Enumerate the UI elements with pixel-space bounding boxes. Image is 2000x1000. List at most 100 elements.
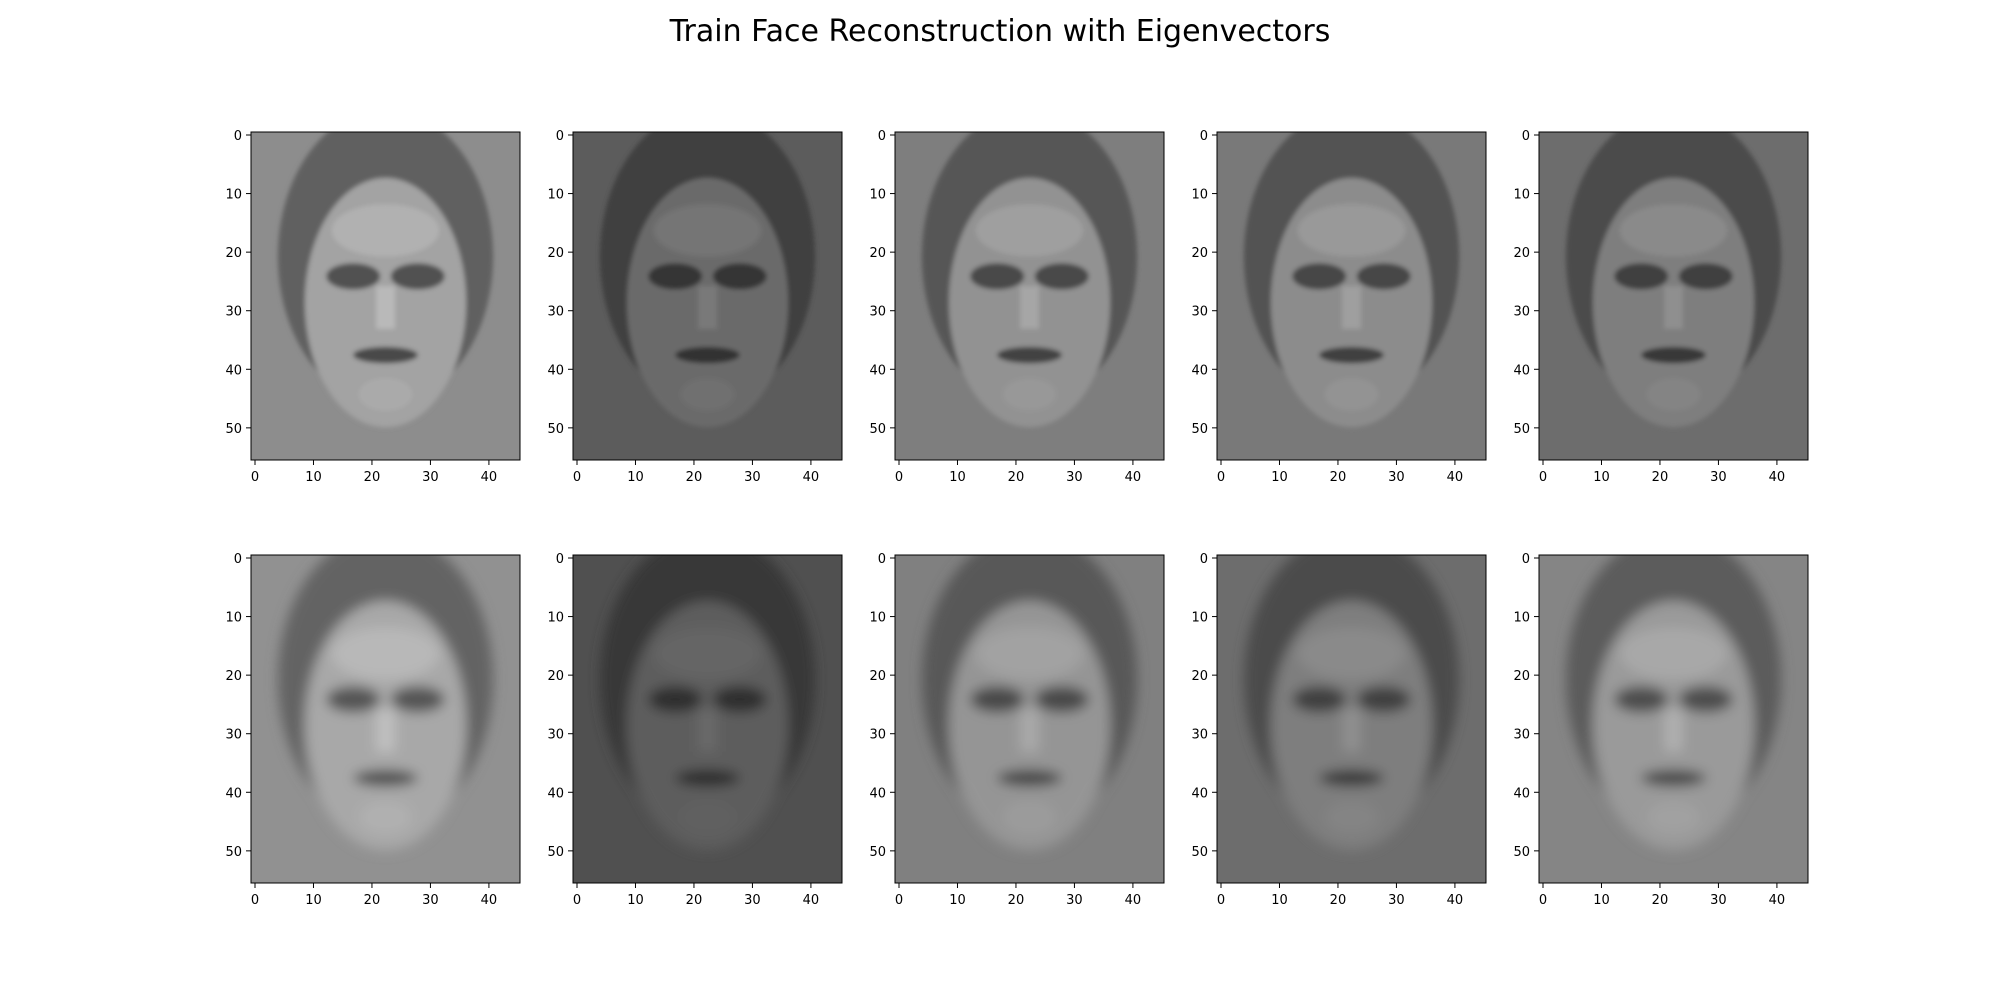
- x-tick-label: 20: [1008, 470, 1025, 485]
- y-tick-label: 0: [556, 552, 564, 567]
- face-right-eye: [1034, 263, 1089, 290]
- face-image: [1217, 132, 1486, 460]
- face-nose: [1664, 709, 1683, 752]
- x-tick-label: 20: [1652, 893, 1669, 908]
- face-forehead: [1619, 204, 1728, 257]
- x-tick-label: 0: [1217, 470, 1225, 485]
- y-tick-label: 40: [1191, 363, 1208, 378]
- y-tick-label: 50: [547, 422, 564, 437]
- face-panel-reconstruction-5: 0 10 20 30 40 0 10 20 30 40 50: [1513, 552, 1809, 908]
- face-right-eye: [390, 263, 445, 290]
- face-mouth: [353, 769, 418, 787]
- axes-frame: [1216, 131, 1487, 461]
- x-tick-label: 20: [364, 470, 381, 485]
- x-tick-label: 30: [1710, 893, 1727, 908]
- face-panel-reconstruction-4: 0 10 20 30 40 0 10 20 30 40 50: [1191, 552, 1487, 908]
- axes-frame: [572, 131, 843, 461]
- y-tick-label: 0: [1200, 552, 1208, 567]
- y-tick-label: 30: [1191, 305, 1208, 320]
- y-tick-label: 30: [547, 305, 564, 320]
- x-tick-label: 20: [1330, 470, 1347, 485]
- x-tick-label: 30: [1066, 470, 1083, 485]
- face-mouth: [1319, 769, 1384, 787]
- x-tick-label: 30: [1388, 470, 1405, 485]
- face-panel-original-1: 0 10 20 30 40 0 10 20 30 40 50: [225, 129, 521, 485]
- x-tick-label: 30: [1066, 893, 1083, 908]
- face-panel-original-2: 0 10 20 30 40 0 10 20 30 40 50: [547, 129, 843, 485]
- y-tick-label: 20: [869, 246, 886, 261]
- x-tick-label: 20: [1330, 893, 1347, 908]
- y-tick-label: 0: [1522, 129, 1530, 144]
- x-tick-label: 40: [1447, 893, 1464, 908]
- face-left-eye: [648, 263, 703, 290]
- y-tick-label: 10: [547, 611, 564, 626]
- y-tick-label: 30: [547, 728, 564, 743]
- y-tick-label: 10: [1513, 188, 1530, 203]
- face-right-eye: [1678, 263, 1733, 290]
- face-right-eye: [712, 686, 767, 713]
- y-tick-label: 20: [547, 669, 564, 684]
- y-tick-label: 40: [225, 786, 242, 801]
- face-panel-original-3: 0 10 20 30 40 0 10 20 30 40 50: [869, 129, 1165, 485]
- axes-frame: [894, 554, 1165, 884]
- x-tick-label: 0: [1539, 893, 1547, 908]
- x-tick-label: 0: [895, 470, 903, 485]
- y-tick-label: 10: [1513, 611, 1530, 626]
- y-tick-label: 40: [869, 786, 886, 801]
- y-tick-label: 40: [869, 363, 886, 378]
- face-chin: [1324, 378, 1379, 411]
- face-nose: [698, 286, 717, 329]
- face-left-eye: [326, 686, 381, 713]
- face-right-eye: [1678, 686, 1733, 713]
- y-tick-label: 0: [1200, 129, 1208, 144]
- face-right-eye: [1356, 686, 1411, 713]
- axes-frame: [1538, 554, 1809, 884]
- x-tick-label: 10: [305, 893, 322, 908]
- y-tick-label: 50: [869, 422, 886, 437]
- x-tick-label: 10: [1593, 470, 1610, 485]
- face-forehead: [331, 204, 440, 257]
- face-nose: [376, 286, 395, 329]
- y-tick-label: 50: [225, 845, 242, 860]
- x-tick-label: 40: [481, 470, 498, 485]
- face-nose: [1020, 709, 1039, 752]
- x-tick-label: 40: [1125, 470, 1142, 485]
- y-tick-label: 40: [1513, 786, 1530, 801]
- y-tick-label: 10: [869, 611, 886, 626]
- face-image: [895, 132, 1164, 460]
- y-tick-label: 0: [878, 552, 886, 567]
- face-forehead: [1297, 627, 1406, 680]
- face-mouth: [675, 346, 740, 364]
- x-tick-label: 30: [744, 893, 761, 908]
- y-tick-label: 50: [1513, 845, 1530, 860]
- axes-frame: [1538, 131, 1809, 461]
- x-tick-label: 0: [895, 893, 903, 908]
- face-panel-reconstruction-3: 0 10 20 30 40 0 10 20 30 40 50: [869, 552, 1165, 908]
- x-tick-label: 40: [1447, 470, 1464, 485]
- face-forehead: [331, 627, 440, 680]
- face-panel-reconstruction-2: 0 10 20 30 40 0 10 20 30 40 50: [547, 552, 843, 908]
- face-mouth: [1319, 346, 1384, 364]
- face-forehead: [653, 204, 762, 257]
- face-forehead: [1297, 204, 1406, 257]
- face-panel-original-4: 0 10 20 30 40 0 10 20 30 40 50: [1191, 129, 1487, 485]
- face-left-eye: [648, 686, 703, 713]
- x-tick-label: 20: [686, 470, 703, 485]
- x-tick-label: 20: [1008, 893, 1025, 908]
- y-tick-label: 30: [1513, 305, 1530, 320]
- y-tick-label: 30: [225, 728, 242, 743]
- x-tick-label: 30: [1710, 470, 1727, 485]
- x-tick-label: 30: [744, 470, 761, 485]
- figure-title: Train Face Reconstruction with Eigenvect…: [669, 14, 1331, 49]
- axes-frame: [250, 554, 521, 884]
- x-tick-label: 0: [1539, 470, 1547, 485]
- face-nose: [376, 709, 395, 752]
- axes-frame: [250, 131, 521, 461]
- y-tick-label: 20: [1513, 669, 1530, 684]
- axes-frame: [1216, 554, 1487, 884]
- face-image: [573, 132, 842, 460]
- face-panel-reconstruction-1: 0 10 20 30 40 0 10 20 30 40 50: [225, 552, 521, 908]
- y-tick-label: 20: [547, 246, 564, 261]
- y-tick-label: 20: [1191, 246, 1208, 261]
